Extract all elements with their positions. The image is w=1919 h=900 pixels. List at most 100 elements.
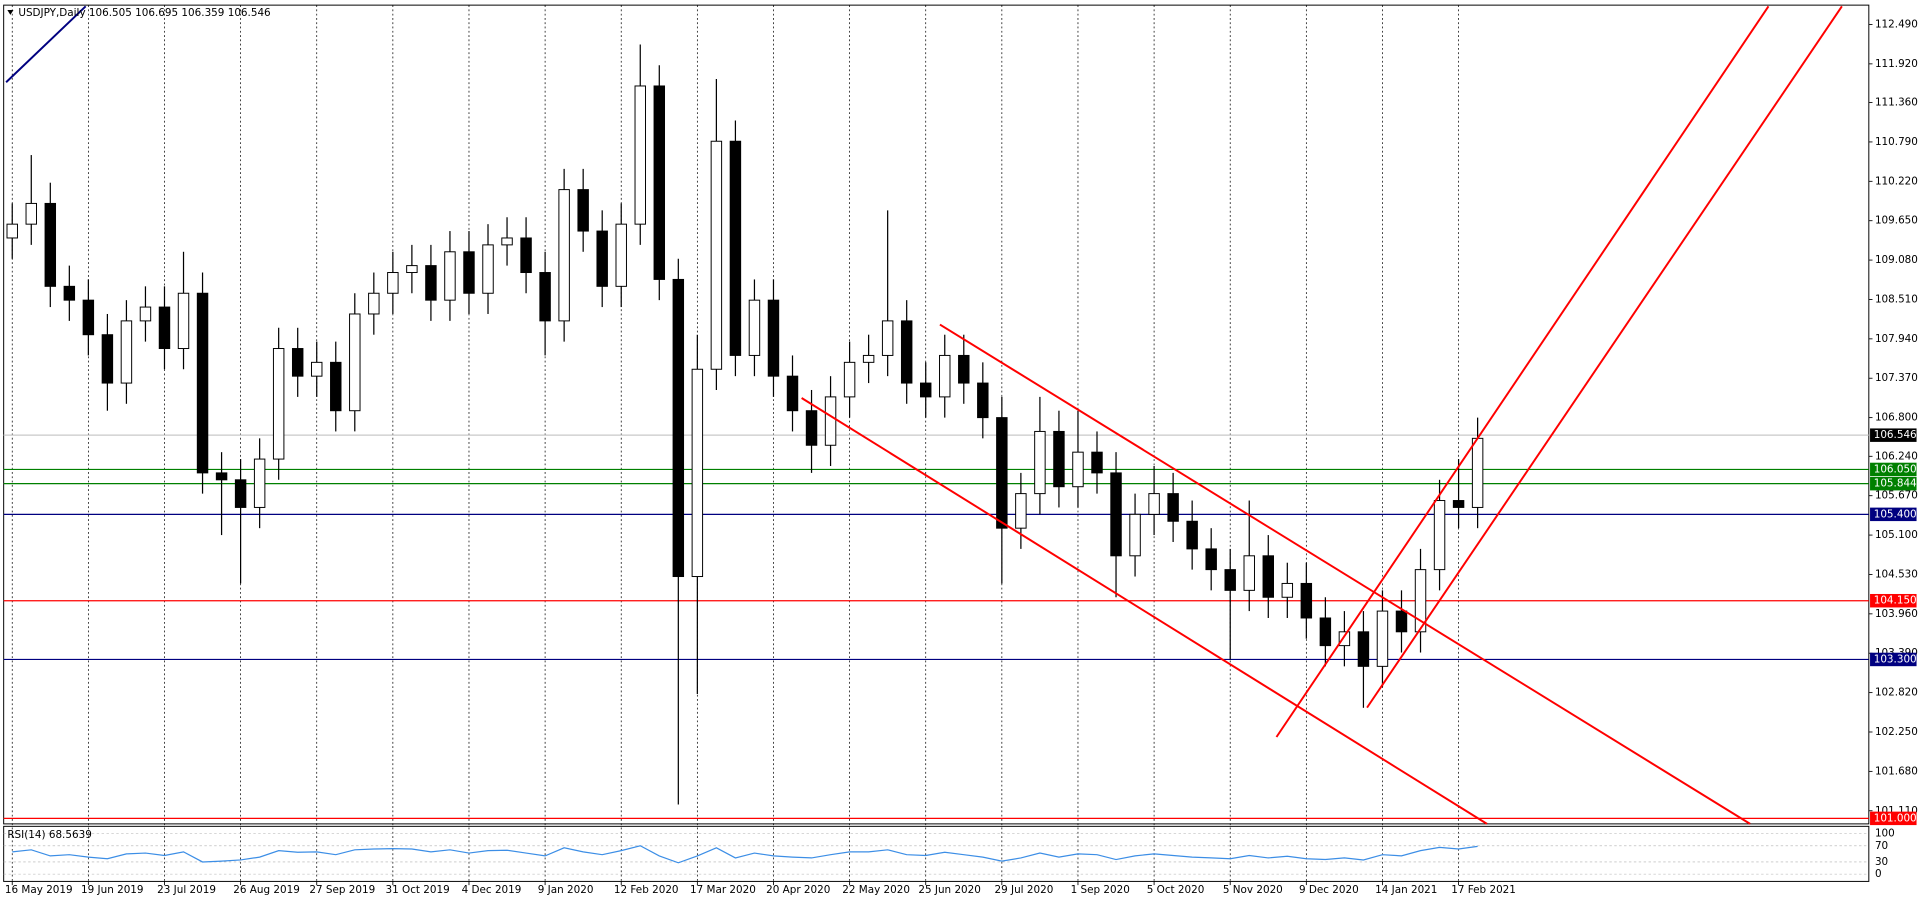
y-tick-label: 110.220 xyxy=(1875,175,1918,187)
candle-body xyxy=(596,230,608,287)
y-tick-label: 109.080 xyxy=(1875,254,1918,266)
y-tick-label: 105.100 xyxy=(1875,529,1918,541)
candle-body xyxy=(120,320,133,384)
x-tick-label: 22 May 2020 xyxy=(842,884,910,896)
x-tick-label: 1 Sep 2020 xyxy=(1071,884,1130,896)
rsi-line xyxy=(12,845,1478,864)
candle-body xyxy=(1281,582,1294,598)
level-label: 106.050 xyxy=(1874,463,1917,475)
x-tick-label: 26 Aug 2019 xyxy=(233,884,300,896)
candle-body xyxy=(1243,555,1255,591)
candle-body xyxy=(1471,437,1484,508)
candle-body xyxy=(1034,430,1046,495)
x-tick-label: 4 Dec 2019 xyxy=(462,884,522,896)
y-tick-label: 105.670 xyxy=(1875,490,1918,502)
candle-body xyxy=(1186,520,1198,550)
candle-body xyxy=(729,140,742,356)
trendline xyxy=(1275,5,1770,738)
y-tick-label: 111.360 xyxy=(1875,97,1918,109)
candle-body xyxy=(139,306,152,322)
axes: 112.490 111.920 111.360 110.790 110.220 109.6… xyxy=(5,18,1918,895)
candle-body xyxy=(1395,610,1408,633)
candle-body xyxy=(1148,493,1160,515)
candle-body xyxy=(44,202,57,287)
x-tick-label: 14 Jan 2021 xyxy=(1375,884,1437,896)
candle-body xyxy=(1414,569,1427,633)
candle-body xyxy=(1376,610,1389,667)
candle-body xyxy=(996,417,1008,529)
candle-body xyxy=(900,320,913,384)
x-tick-label: 27 Sep 2019 xyxy=(309,884,375,896)
x-tick-label: 19 Jun 2019 xyxy=(81,884,144,896)
x-tick-label: 20 Apr 2020 xyxy=(766,884,830,896)
y-tick-label: 106.800 xyxy=(1875,412,1918,424)
candle-body xyxy=(1129,513,1141,557)
candle-body xyxy=(482,244,494,294)
candle-body xyxy=(520,237,532,274)
candle-body xyxy=(919,382,932,398)
candle-body xyxy=(253,458,266,508)
y-tick-label: 102.820 xyxy=(1875,687,1918,699)
trendline xyxy=(939,323,1751,825)
candle-body xyxy=(977,382,989,419)
x-tick-label: 25 Jun 2020 xyxy=(918,884,981,896)
menu-arrow[interactable] xyxy=(7,10,14,15)
candle-body xyxy=(1357,631,1370,667)
rsi-tick-label: 0 xyxy=(1875,868,1882,880)
candle-body xyxy=(1205,548,1217,571)
x-tick-label: 23 Jul 2019 xyxy=(157,884,216,896)
candle-body xyxy=(463,251,475,294)
candle-body xyxy=(805,410,818,446)
chart-title: USDJPY,Daily 106.505 106.695 106.359 106… xyxy=(18,7,270,19)
candle-body xyxy=(939,354,951,398)
y-tick-label: 108.510 xyxy=(1875,293,1918,305)
candle-body xyxy=(672,278,685,578)
y-tick-label: 102.250 xyxy=(1875,726,1918,738)
x-tick-label: 9 Jan 2020 xyxy=(538,884,594,896)
candle-body xyxy=(615,223,627,287)
candle-body xyxy=(444,251,456,301)
candle-body xyxy=(958,354,970,384)
trendline xyxy=(1366,5,1843,709)
candle-body xyxy=(1452,500,1465,508)
candle-body xyxy=(881,320,894,356)
level-label: 105.400 xyxy=(1874,508,1917,520)
candle-body xyxy=(1224,569,1236,591)
candle-body xyxy=(6,223,18,239)
candle-body xyxy=(330,361,342,412)
level-box xyxy=(1870,476,1917,491)
candle-body xyxy=(786,375,799,412)
candle-body xyxy=(539,272,551,322)
x-tick-label: 31 Oct 2019 xyxy=(386,884,450,896)
candle-body xyxy=(843,361,856,398)
trendline xyxy=(801,397,1488,825)
candle-body xyxy=(82,299,95,336)
x-tick-label: 12 Feb 2020 xyxy=(614,884,679,896)
level-box xyxy=(1870,462,1917,477)
candle-body xyxy=(25,202,37,225)
candle-body xyxy=(1167,493,1179,522)
candle-body xyxy=(710,140,723,370)
candle-body xyxy=(748,299,761,356)
candle-body xyxy=(177,292,190,350)
x-tick-label: 17 Feb 2021 xyxy=(1451,884,1516,896)
rsi-tick-label: 100 xyxy=(1875,828,1895,840)
rsi-tick-label: 30 xyxy=(1875,856,1888,868)
levels xyxy=(3,434,1869,819)
y-tick-label: 109.650 xyxy=(1875,215,1918,227)
candle-body xyxy=(196,292,209,474)
candle-body xyxy=(63,285,76,301)
y-tick-label: 110.790 xyxy=(1875,136,1918,148)
level-box xyxy=(1870,428,1917,442)
level-label: 105.844 xyxy=(1874,478,1917,490)
y-tick-label: 107.370 xyxy=(1875,372,1918,384)
level-label: 103.300 xyxy=(1874,653,1917,665)
x-tick-label: 17 Mar 2020 xyxy=(690,884,756,896)
x-tick-label: 29 Jul 2020 xyxy=(995,884,1054,896)
candle-body xyxy=(1053,430,1065,488)
candle-body xyxy=(634,85,646,225)
x-tick-label: 5 Oct 2020 xyxy=(1147,884,1205,896)
y-tick-label: 112.490 xyxy=(1875,18,1918,30)
candle-body xyxy=(291,348,304,377)
